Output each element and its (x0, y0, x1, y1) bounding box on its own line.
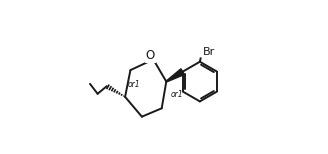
Text: Br: Br (202, 47, 215, 57)
Text: or1: or1 (128, 80, 140, 89)
Text: or1: or1 (171, 90, 183, 99)
Polygon shape (166, 69, 184, 82)
Text: O: O (146, 49, 155, 62)
